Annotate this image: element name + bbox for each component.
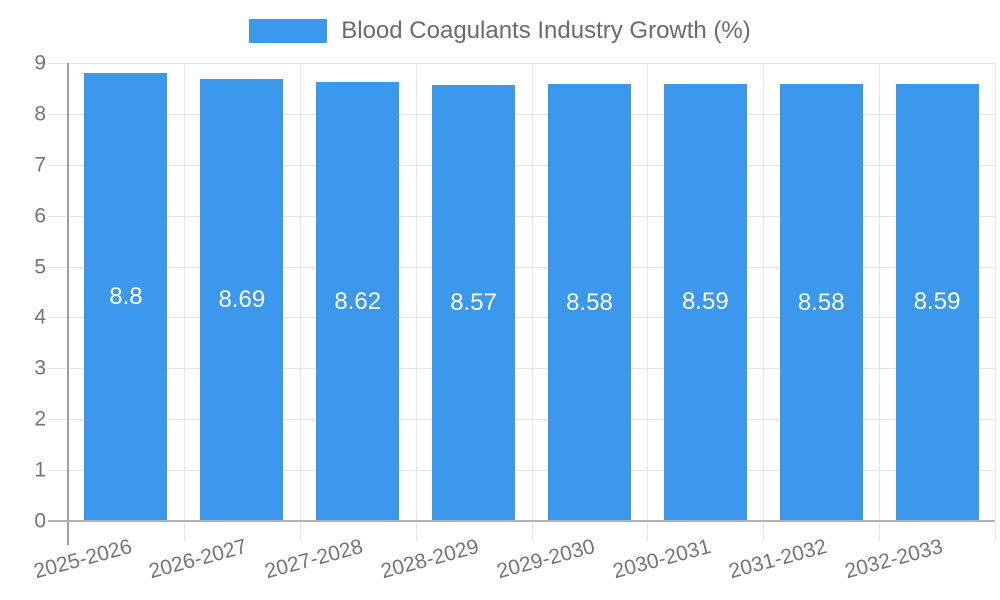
- bar: 8.59: [663, 83, 747, 521]
- bar: 8.58: [779, 84, 863, 521]
- x-axis-tick-label: 2030-2031: [610, 535, 714, 584]
- y-axis-tick-label: 9: [34, 51, 46, 75]
- legend-swatch: [249, 19, 328, 43]
- y-axis-tick-label: 4: [34, 305, 46, 329]
- bar: 8.58: [547, 84, 631, 521]
- x-axis-tick-label: 2027-2028: [262, 535, 366, 584]
- bar: 8.8: [84, 73, 168, 521]
- bar-value-label: 8.69: [218, 285, 266, 313]
- y-axis-tick-label: 8: [34, 102, 46, 126]
- x-axis-tick-label: 2032-2033: [842, 535, 946, 584]
- h-gridline: [48, 470, 995, 472]
- h-gridline: [48, 266, 995, 268]
- y-axis-tick-label: 6: [34, 204, 46, 228]
- y-axis-line: [67, 63, 69, 545]
- x-axis-tick-label: 2028-2029: [378, 535, 482, 584]
- h-gridline: [48, 113, 995, 115]
- bar: 8.59: [895, 83, 979, 521]
- v-gridline: [763, 63, 765, 541]
- plot-area: 0 1 2 3 4 5 6 7 8 9 8.8 2025-2026 8.69 2026-2027 8.62 2…: [31, 53, 996, 583]
- h-gridline: [48, 419, 995, 421]
- h-gridline: [48, 63, 995, 64]
- v-gridline: [531, 63, 533, 541]
- bar-value-label: 8.62: [334, 287, 382, 315]
- bar-value-label: 8.8: [109, 283, 143, 311]
- bar-value-label: 8.58: [797, 288, 845, 316]
- legend-label: Blood Coagulants Industry Growth (%): [341, 17, 751, 44]
- v-gridline: [879, 63, 881, 541]
- h-gridline: [48, 368, 995, 370]
- x-axis-tick-label: 2026-2027: [146, 535, 250, 584]
- h-gridline: [48, 317, 995, 319]
- v-gridline: [415, 63, 417, 541]
- v-gridline: [647, 63, 649, 541]
- y-axis-tick-label: 2: [34, 407, 46, 431]
- x-axis-tick-label: 2031-2032: [726, 535, 830, 584]
- chart-legend: Blood Coagulants Industry Growth (%): [0, 17, 1000, 45]
- h-gridline: [48, 164, 995, 166]
- bar-value-label: 8.57: [450, 288, 497, 316]
- bar: 8.62: [316, 82, 400, 521]
- x-axis-tick-label: 2029-2030: [494, 535, 598, 584]
- y-axis-tick-label: 1: [34, 458, 46, 482]
- h-gridline: [48, 215, 995, 217]
- y-axis-tick-label: 7: [34, 153, 46, 177]
- bar-value-label: 8.58: [566, 288, 613, 316]
- y-axis-tick-label: 5: [34, 255, 46, 279]
- bar-value-label: 8.59: [913, 288, 961, 316]
- v-gridline: [183, 63, 185, 541]
- v-gridline: [299, 63, 301, 541]
- bar: 8.69: [200, 78, 284, 521]
- bar-value-label: 8.59: [681, 288, 729, 316]
- x-axis-tick-label: 2025-2026: [30, 535, 134, 584]
- bar: 8.57: [432, 84, 516, 521]
- x-axis-baseline: [48, 520, 995, 522]
- y-axis-tick-label: 3: [34, 356, 46, 380]
- v-gridline: [995, 63, 996, 541]
- y-axis-tick-label: 0: [34, 509, 46, 533]
